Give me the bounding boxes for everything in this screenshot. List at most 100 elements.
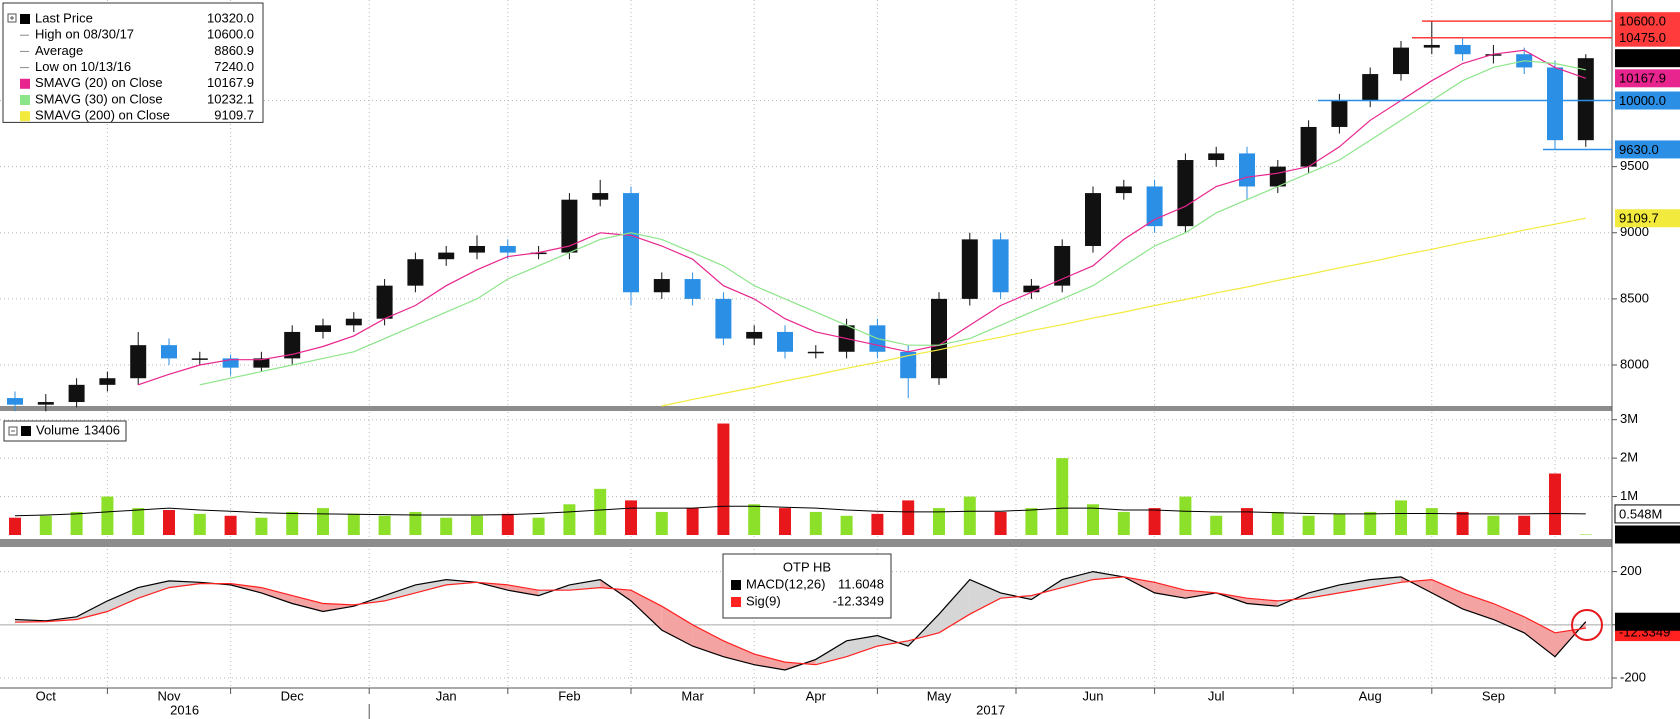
macd-fill [292, 595, 323, 612]
volume-bar [871, 513, 884, 535]
macd-line [14, 570, 1587, 671]
panel-divider [0, 539, 1612, 547]
volume-bar [101, 496, 114, 535]
volume-bar [779, 508, 791, 535]
macd-fill [1462, 592, 1494, 620]
level-label: 10600.0 [1619, 14, 1666, 29]
volume-bar [1395, 500, 1407, 535]
macd-fill [107, 587, 139, 612]
volume-bar [1549, 473, 1561, 535]
macd-fill [1185, 590, 1217, 599]
legend-value: 11.6048 [838, 576, 884, 591]
macd-line [14, 576, 1586, 666]
average-box [1614, 504, 1680, 524]
candle-body [992, 239, 1009, 293]
macd-fill [323, 603, 354, 612]
volume-bar [193, 513, 206, 535]
legend-box [3, 420, 127, 442]
candle-body [1054, 245, 1071, 286]
candle-body [130, 345, 147, 379]
volume-bar [1179, 496, 1192, 535]
macd-box [1615, 612, 1680, 631]
x-tick-label: Nov [157, 688, 181, 703]
candle-body [1085, 193, 1101, 246]
series-box [1615, 69, 1680, 88]
volume-bar [1456, 511, 1469, 535]
candle-body [1331, 100, 1348, 127]
volume-bar [163, 510, 175, 535]
candle-body [1300, 126, 1317, 167]
candle-body [438, 252, 455, 260]
candle-body [407, 259, 424, 286]
average-box-label: 0.548M [1619, 506, 1662, 521]
legend-value: -12.3349 [833, 593, 884, 608]
x-tick-label: Jan [436, 688, 457, 703]
macd-fill [661, 606, 693, 647]
volume-average-line [14, 505, 1586, 517]
x-tick-label: Oct [36, 688, 57, 703]
y-tick-label: 3M [1620, 411, 1638, 426]
sma-line [138, 49, 1587, 386]
level-label: 10000.0 [1619, 93, 1666, 108]
macd-fill [631, 590, 662, 631]
macd-fill [1062, 571, 1093, 588]
volume-box-label: 13406 [1619, 527, 1655, 542]
legend-value: 13406 [84, 422, 120, 437]
y-tick-label: 9500 [1620, 158, 1649, 173]
level-label: 9630.0 [1619, 142, 1659, 157]
macd-fill [1308, 584, 1340, 599]
legend-name: Low on 10/13/16 [35, 59, 131, 74]
legend-value: 8860.9 [214, 43, 254, 58]
series-box [1615, 209, 1680, 228]
volume-bar [1025, 508, 1038, 535]
legend-value: 10167.9 [207, 75, 254, 90]
macd-fill [815, 640, 847, 665]
candle-body [1146, 186, 1163, 227]
year-label: 2017 [976, 702, 1005, 717]
volume-bar [994, 511, 1007, 535]
candle-body [315, 325, 331, 332]
legend-value: 10600.0 [207, 27, 254, 42]
level-label: 10475.0 [1619, 30, 1666, 45]
candle-body [653, 279, 670, 293]
macd-legend: OTP HB MACD(12,26) 11.6048 Sig(9) -12.3349 [722, 553, 892, 619]
macd-fill [969, 579, 1001, 615]
volume-bar [563, 504, 576, 535]
candle-body [623, 193, 639, 293]
macd-fill [446, 579, 477, 585]
volume-bar [1518, 515, 1531, 535]
volume-bar [501, 513, 514, 535]
volume-bar [1056, 458, 1069, 535]
candle-body [1269, 166, 1286, 187]
candle-body [1454, 44, 1471, 55]
candle-body [345, 318, 362, 326]
volume-bar [1333, 513, 1346, 535]
candle-body [684, 279, 701, 299]
volume-bar [655, 511, 668, 535]
candle-body [1177, 160, 1194, 227]
volume-bar [440, 517, 453, 535]
macd-fill [384, 584, 416, 601]
level-box [1615, 91, 1680, 110]
volume-bar [1364, 511, 1377, 535]
level-box [1615, 28, 1680, 47]
volume-bar [532, 517, 545, 535]
volume-bar [1210, 515, 1223, 535]
volume-bar [1579, 534, 1592, 535]
legend-box [2, 2, 264, 123]
volume-bar [1087, 504, 1099, 535]
volume-bar [9, 517, 21, 535]
volume-bar [39, 515, 52, 535]
legend-name: Last Price [35, 10, 93, 25]
legend-name: SMAVG (20) on Close [35, 75, 163, 90]
candle-body [161, 345, 177, 359]
highlight-circle [1571, 609, 1603, 641]
macd-fill [138, 580, 169, 599]
candle-body [777, 331, 793, 352]
volume-bar [933, 508, 945, 535]
volume-bar [625, 500, 637, 535]
macd-fill [507, 584, 539, 596]
legend-name: Sig(9) [746, 593, 781, 608]
volume-bar [748, 504, 761, 535]
